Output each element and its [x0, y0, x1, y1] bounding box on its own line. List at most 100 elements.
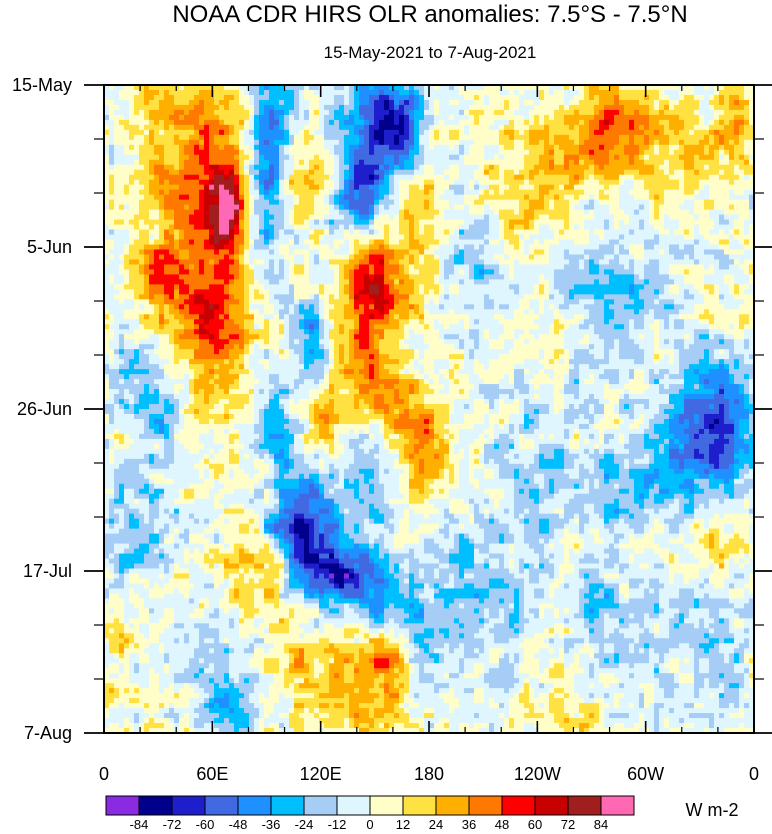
heatmap-cell — [144, 199, 150, 206]
heatmap-cell — [289, 174, 295, 181]
heatmap-cell — [469, 134, 475, 141]
heatmap-cell — [669, 229, 675, 236]
heatmap-cell — [294, 194, 300, 201]
heatmap-cell — [139, 109, 145, 116]
heatmap-cell — [299, 159, 305, 166]
heatmap-cell — [499, 259, 505, 266]
heatmap-cell — [524, 204, 530, 211]
heatmap-cell — [124, 244, 130, 251]
heatmap-cell — [184, 149, 190, 156]
heatmap-cell — [489, 99, 495, 106]
heatmap-cell — [574, 169, 580, 176]
heatmap-cell — [564, 124, 570, 131]
heatmap-cell — [689, 114, 695, 121]
heatmap-cell — [624, 154, 630, 161]
heatmap-cell — [689, 144, 695, 151]
heatmap-cell — [659, 259, 665, 266]
heatmap-cell — [144, 85, 150, 91]
heatmap-cell — [309, 189, 315, 196]
heatmap-cell — [234, 159, 240, 166]
heatmap-cell — [389, 204, 395, 211]
heatmap-cell — [344, 89, 350, 96]
heatmap-cell — [394, 194, 400, 201]
heatmap-cell — [109, 109, 115, 116]
heatmap-cell — [704, 209, 710, 216]
heatmap-cell — [249, 249, 255, 256]
heatmap-cell — [119, 89, 125, 96]
heatmap-cell — [679, 114, 685, 121]
heatmap-cell — [169, 214, 175, 221]
heatmap-cell — [429, 254, 435, 261]
heatmap-cell — [164, 89, 170, 96]
heatmap-cell — [344, 239, 350, 246]
heatmap-cell — [209, 249, 215, 256]
heatmap-cell — [134, 104, 140, 111]
heatmap-cell — [564, 199, 570, 206]
heatmap-cell — [289, 224, 295, 231]
heatmap-cell — [584, 149, 590, 156]
heatmap-cell — [454, 169, 460, 176]
heatmap-cell — [694, 239, 700, 246]
heatmap-cell — [329, 94, 335, 101]
heatmap-cell — [709, 244, 715, 251]
heatmap-cell — [484, 89, 490, 96]
heatmap-cell — [714, 184, 720, 191]
heatmap-cell — [514, 154, 520, 161]
heatmap-cell — [704, 124, 710, 131]
heatmap-cell — [274, 254, 280, 261]
heatmap-cell — [234, 259, 240, 266]
heatmap-cell — [204, 254, 210, 261]
heatmap-cell — [514, 85, 520, 91]
heatmap-cell — [219, 199, 225, 206]
heatmap-cell — [319, 209, 325, 216]
heatmap-cell — [139, 234, 145, 241]
heatmap-cell — [354, 239, 360, 246]
heatmap-cell — [509, 244, 515, 251]
heatmap-cell — [374, 159, 380, 166]
heatmap-cell — [249, 239, 255, 246]
heatmap-cell — [319, 269, 325, 276]
heatmap-cell — [639, 199, 645, 206]
heatmap-cell — [609, 129, 615, 136]
heatmap-cell — [209, 264, 215, 271]
heatmap-cell — [314, 174, 320, 181]
heatmap-cell — [534, 94, 540, 101]
heatmap-cell — [144, 99, 150, 106]
heatmap-cell — [669, 224, 675, 231]
heatmap-cell — [314, 169, 320, 176]
heatmap-cell — [284, 159, 290, 166]
heatmap-cell — [444, 254, 450, 261]
heatmap-cell — [394, 104, 400, 111]
heatmap-cell — [174, 169, 180, 176]
heatmap-cell — [579, 149, 585, 156]
heatmap-cell — [289, 104, 295, 111]
heatmap-cell — [674, 199, 680, 206]
heatmap-cell — [119, 184, 125, 191]
heatmap-cell — [269, 204, 275, 211]
heatmap-cell — [399, 139, 405, 146]
heatmap-cell — [504, 129, 510, 136]
heatmap-cell — [609, 124, 615, 131]
heatmap-cell — [309, 229, 315, 236]
heatmap-cell — [109, 199, 115, 206]
heatmap-cell — [329, 234, 335, 241]
heatmap-cell — [514, 234, 520, 241]
heatmap-cell — [254, 199, 260, 206]
heatmap-cell — [459, 159, 465, 166]
heatmap-cell — [664, 239, 670, 246]
heatmap-cell — [599, 129, 605, 136]
heatmap-cell — [129, 109, 135, 116]
heatmap-cell — [309, 119, 315, 126]
heatmap-cell — [394, 234, 400, 241]
heatmap-cell — [214, 104, 220, 111]
heatmap-cell — [449, 159, 455, 166]
heatmap-cell — [614, 139, 620, 146]
heatmap-cell — [199, 169, 205, 176]
heatmap-cell — [329, 85, 335, 91]
heatmap-cell — [594, 189, 600, 196]
heatmap-cell — [199, 269, 205, 276]
heatmap-cell — [564, 114, 570, 121]
heatmap-cell — [139, 124, 145, 131]
heatmap-cell — [334, 139, 340, 146]
heatmap-cell — [484, 234, 490, 241]
